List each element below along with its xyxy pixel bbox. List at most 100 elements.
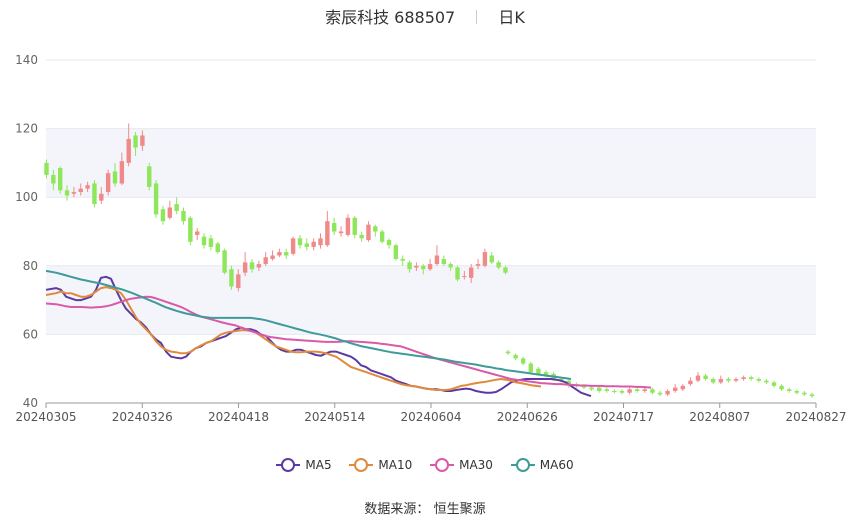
candle (263, 257, 268, 265)
legend-ma30-label: MA30 (459, 458, 493, 472)
candle (543, 372, 549, 376)
candle (528, 363, 533, 373)
candle (441, 258, 446, 265)
legend: MA5 MA10 MA30 MA60 (0, 458, 850, 475)
candle (414, 265, 419, 268)
candle (597, 387, 602, 391)
candle (802, 392, 807, 395)
candle (711, 378, 716, 383)
candle (270, 255, 275, 259)
candle (421, 265, 426, 270)
grid-band (46, 128, 816, 198)
legend-ma10-icon (349, 458, 374, 472)
candle (51, 174, 56, 184)
candle (332, 222, 337, 232)
series-ma30-line (45, 295, 652, 389)
candle (688, 380, 693, 385)
candle (726, 378, 731, 381)
legend-ma30-icon (430, 458, 455, 472)
chart-title: 索辰科技 688507 日K (0, 4, 850, 28)
legend-item-ma60[interactable]: MA60 (510, 458, 574, 472)
candle (366, 224, 371, 241)
candle (126, 138, 131, 163)
candle (160, 209, 166, 222)
candle (290, 238, 296, 254)
candle (764, 380, 769, 383)
candle (489, 255, 494, 263)
candle (673, 387, 678, 391)
candle (505, 351, 511, 354)
candle (455, 267, 460, 280)
candle (112, 171, 118, 184)
data-source: 数据来源： 恒生聚源 (0, 498, 850, 517)
candle (345, 217, 351, 235)
candle (733, 378, 739, 381)
candle (78, 188, 83, 193)
candle (787, 389, 792, 391)
candle (140, 135, 145, 146)
candle (229, 269, 234, 287)
series-ma10-line (45, 286, 542, 391)
candle (756, 378, 761, 381)
candle (85, 185, 90, 189)
candle (284, 252, 289, 256)
candle (448, 264, 453, 268)
candle (393, 245, 399, 259)
candle (386, 240, 392, 246)
candle (513, 354, 518, 359)
candle (650, 389, 655, 393)
candle (581, 385, 587, 388)
legend-item-ma10[interactable]: MA10 (349, 458, 412, 472)
candle (256, 264, 262, 268)
legend-ma10-label: MA10 (378, 458, 413, 472)
series-ma60-line (45, 269, 572, 380)
candle (167, 207, 172, 218)
candle (612, 390, 617, 393)
candle (771, 382, 777, 386)
y-tick-label: 100 (15, 190, 38, 204)
candle (482, 252, 488, 266)
y-tick-label: 60 (23, 327, 38, 341)
candle (469, 267, 474, 278)
legend-ma5-label: MA5 (305, 458, 332, 472)
candle (749, 377, 754, 379)
legend-ma60-label: MA60 (539, 458, 574, 472)
x-tick-label: 20240514 (304, 410, 365, 424)
legend-item-ma30[interactable]: MA30 (430, 458, 493, 472)
candle (695, 375, 701, 381)
candle (407, 262, 412, 270)
candle (64, 190, 70, 196)
candle (249, 262, 255, 270)
candle (119, 161, 125, 184)
candle (277, 252, 282, 256)
candle (619, 390, 625, 393)
period-label: 日K (498, 8, 525, 27)
candle (475, 264, 481, 266)
candle (809, 394, 815, 397)
candle (195, 231, 200, 235)
candle (373, 226, 378, 232)
candle (215, 243, 220, 253)
candle (359, 234, 364, 239)
candle (536, 368, 541, 374)
candle (589, 387, 594, 390)
x-tick-label: 20240604 (400, 410, 461, 424)
candle (44, 162, 49, 175)
candle (427, 264, 433, 270)
candle (71, 192, 77, 194)
candle (222, 250, 227, 273)
candle (462, 276, 467, 278)
x-tick-label: 20240305 (15, 410, 76, 424)
candle (657, 392, 663, 395)
candle (181, 210, 186, 222)
candle (434, 255, 440, 265)
candle (304, 243, 309, 247)
candle (627, 389, 632, 393)
title-separator (476, 10, 478, 24)
legend-item-ma5[interactable]: MA5 (276, 458, 332, 472)
x-tick-label: 20240807 (689, 410, 750, 424)
x-tick-label: 20240418 (208, 410, 269, 424)
candle (201, 236, 207, 246)
candle (105, 173, 111, 193)
